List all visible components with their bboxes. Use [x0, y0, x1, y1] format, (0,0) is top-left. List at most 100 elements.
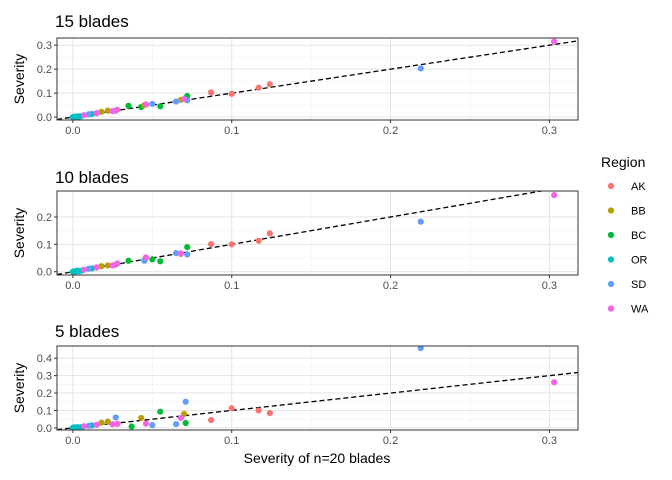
- data-point-wa: [551, 379, 558, 386]
- data-point-ak: [207, 416, 215, 424]
- legend-title: Region: [601, 154, 645, 170]
- data-point-bb: [138, 414, 145, 422]
- y-axis-title: Severity: [11, 208, 27, 259]
- y-tick-label: 0.0: [37, 267, 52, 279]
- panel-background: [57, 191, 578, 275]
- legend-label: AK: [631, 181, 646, 193]
- data-point-wa: [93, 421, 100, 428]
- legend-item-bc: BC: [607, 230, 646, 242]
- y-tick-label: 0.4: [37, 353, 52, 365]
- legend-key-or: [607, 256, 615, 263]
- data-point-wa: [551, 192, 558, 199]
- x-tick-label: 0.3: [542, 435, 557, 447]
- data-point-ak: [255, 407, 262, 414]
- panel-background: [57, 38, 578, 120]
- x-tick-label: 0.2: [383, 125, 398, 137]
- panel-2: 0.0 0.1 0.2 0.0 0.1 0.2 0.3 10 blades Severity: [11, 168, 579, 292]
- panel-border: [56, 37, 579, 121]
- y-tick-label: 0.0: [37, 112, 52, 124]
- data-point-ak: [266, 81, 273, 88]
- x-tick-label: 0.1: [224, 280, 239, 292]
- reference-line: [57, 371, 578, 430]
- data-point-sd: [182, 398, 189, 405]
- data-point-bc: [182, 419, 189, 427]
- y-tick-label: 0.0: [37, 423, 52, 435]
- panel-border: [56, 345, 579, 431]
- data-point-wa: [142, 254, 150, 261]
- data-point-wa: [93, 109, 100, 117]
- data-point-wa: [80, 112, 88, 119]
- data-point-wa: [114, 260, 121, 267]
- x-tick-label: 0.1: [224, 125, 239, 137]
- data-point-wa: [114, 420, 121, 428]
- legend-key-ak: [607, 182, 615, 190]
- data-point-wa: [109, 108, 116, 115]
- data-point-bc: [125, 102, 132, 109]
- data-point-ak: [228, 90, 235, 97]
- x-tick-label: 0.0: [65, 125, 80, 137]
- data-point-wa: [109, 421, 116, 428]
- legend-item-ak: AK: [607, 181, 646, 193]
- legend-item-or: OR: [607, 255, 648, 267]
- data-point-wa: [177, 250, 184, 257]
- data-point-wa: [142, 420, 150, 427]
- legend-label: OR: [631, 255, 648, 267]
- legend-label: BC: [631, 230, 646, 242]
- panel-title: 10 blades: [55, 168, 129, 187]
- data-point-ak: [228, 405, 235, 412]
- y-tick-label: 0.2: [37, 64, 52, 76]
- legend: Region AK BB BC OR SD WA: [601, 154, 649, 316]
- data-point-ak: [228, 241, 235, 248]
- data-point-bb: [98, 108, 105, 115]
- data-point-sd: [173, 98, 180, 105]
- data-point-ak: [207, 89, 215, 96]
- data-point-sd: [173, 250, 180, 257]
- data-point-wa: [80, 423, 88, 430]
- data-point-wa: [142, 101, 150, 108]
- data-point-wa: [80, 266, 88, 273]
- y-tick-label: 0.3: [37, 371, 52, 383]
- panel-title: 15 blades: [55, 12, 129, 31]
- data-point-bb: [104, 262, 111, 269]
- data-point-sd: [184, 251, 191, 258]
- data-point-wa: [93, 264, 100, 271]
- legend-key-wa: [607, 305, 615, 312]
- data-point-bb: [104, 107, 111, 114]
- data-point-wa: [551, 38, 558, 45]
- legend-item-sd: SD: [607, 279, 646, 291]
- data-point-sd: [149, 100, 156, 108]
- y-axis-title: Severity: [11, 363, 27, 414]
- panel-3: 0.0 0.1 0.2 0.3 0.4 0.0 0.1 0.2 0.3 5 blades Sever…: [11, 322, 579, 447]
- data-point-bb: [98, 263, 105, 270]
- panel-border: [56, 190, 579, 276]
- data-point-bc: [149, 256, 156, 263]
- x-tick-label: 0.3: [542, 280, 557, 292]
- data-point-ak: [255, 237, 262, 244]
- data-point-wa: [114, 106, 121, 113]
- data-point-bc: [157, 258, 164, 265]
- data-point-sd: [85, 111, 92, 118]
- legend-key-bc: [607, 231, 615, 239]
- y-axis-title: Severity: [11, 54, 27, 105]
- x-tick-label: 0.1: [224, 435, 239, 447]
- x-axis-title: Severity of n=20 blades: [244, 450, 391, 466]
- data-point-bc: [128, 423, 135, 430]
- data-point-sd: [417, 65, 424, 72]
- data-point-sd: [112, 414, 119, 421]
- data-point-ak: [266, 230, 273, 237]
- data-point-wa: [180, 96, 188, 103]
- x-tick-label: 0.2: [383, 280, 398, 292]
- panel-background: [57, 346, 578, 430]
- y-tick-label: 0.1: [37, 88, 52, 100]
- x-tick-label: 0.3: [542, 125, 557, 137]
- data-point-wa: [177, 414, 184, 422]
- data-point-bb: [104, 418, 111, 425]
- y-tick-label: 0.3: [37, 40, 52, 52]
- x-tick-label: 0.0: [65, 280, 80, 292]
- x-tick-label: 0.2: [383, 435, 398, 447]
- data-point-sd: [417, 346, 424, 352]
- legend-key-sd: [607, 280, 615, 288]
- data-point-bc: [125, 257, 132, 264]
- data-point-wa: [109, 262, 116, 269]
